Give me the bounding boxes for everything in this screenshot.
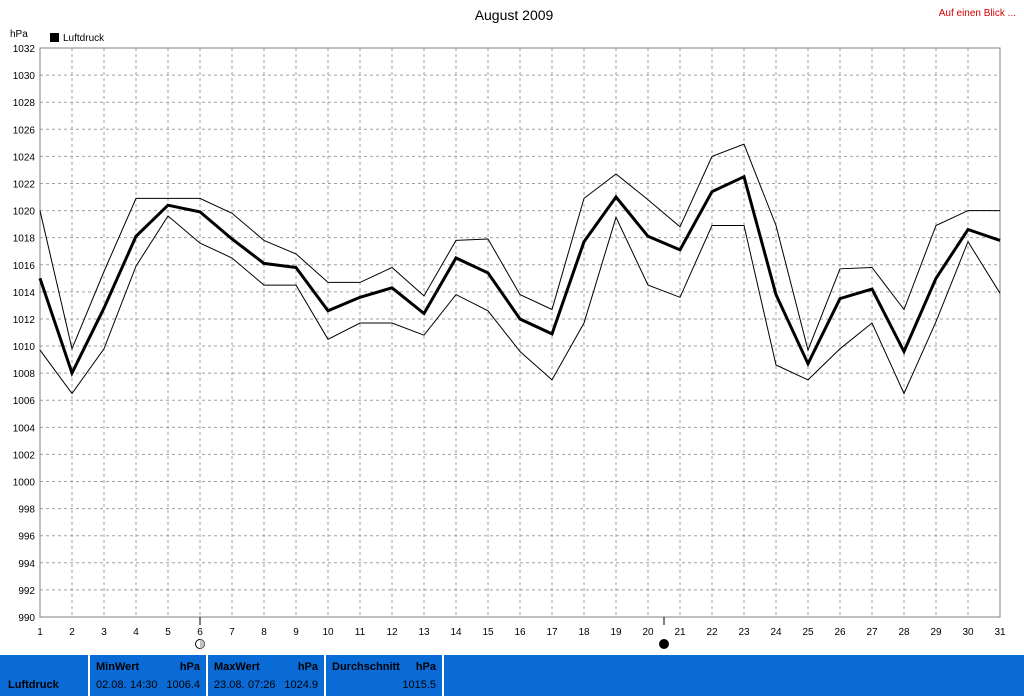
x-tick-label: 9 [293, 627, 299, 638]
x-tick-label: 11 [355, 627, 366, 638]
x-tick-label: 14 [450, 627, 462, 638]
y-axis: 990 992 994 996 998 1000 1002 1004 1006 1008 1010 1… [13, 44, 36, 624]
x-tick-label: 17 [546, 627, 558, 638]
x-tick-label: 8 [261, 627, 267, 638]
series-line-max [39, 143, 1000, 352]
moon-markers [195, 617, 669, 649]
max-box: MaxWert hPa 23.08. 07:26 1024.9 [206, 655, 324, 696]
y-tick-label: 1030 [13, 71, 36, 82]
x-tick-label: 21 [674, 627, 686, 638]
y-tick-label: 1002 [13, 450, 36, 461]
x-tick-label: 15 [482, 627, 494, 638]
y-tick-label: 998 [18, 505, 35, 516]
x-tick-label: 7 [229, 627, 235, 638]
y-tick-label: 1024 [13, 152, 36, 163]
x-tick-label: 30 [962, 627, 974, 638]
x-tick-label: 26 [834, 627, 846, 638]
y-tick-label: 1016 [13, 261, 36, 272]
y-tick-label: 1020 [13, 207, 36, 218]
y-tick-label: 1032 [13, 44, 36, 55]
y-tick-label: 996 [18, 532, 35, 543]
y-tick-label: 1004 [13, 423, 36, 434]
x-tick-label: 13 [418, 627, 430, 638]
x-tick-label: 19 [610, 627, 622, 638]
x-tick-label: 29 [930, 627, 942, 638]
x-tick-label: 10 [322, 627, 334, 638]
avg-header: Durchschnitt [332, 661, 400, 673]
moon-shade [200, 639, 205, 649]
min-unit: hPa [179, 661, 200, 673]
y-axis-unit: hPa [10, 29, 28, 40]
min-value: 1006.4 [166, 679, 200, 691]
x-tick-label: 16 [514, 627, 526, 638]
series-line-min [39, 215, 1001, 395]
footer-empty [442, 655, 1024, 696]
avg-box: Durchschnitt hPa 1015.5 [324, 655, 442, 696]
x-tick-label: 4 [133, 627, 139, 638]
min-time: 14:30 [130, 679, 158, 691]
x-tick-label: 5 [165, 627, 171, 638]
min-header: MinWert [96, 661, 140, 673]
x-tick-label: 25 [802, 627, 814, 638]
footer-label: Luftdruck [8, 679, 59, 691]
legend-label: Luftdruck [63, 33, 105, 44]
y-tick-label: 1022 [13, 179, 36, 190]
overview-link[interactable]: Auf einen Blick ... [939, 8, 1016, 19]
plot-frame [39, 47, 1001, 618]
x-tick-label: 31 [994, 627, 1006, 638]
series-lines [38, 143, 1001, 395]
max-value: 1024.9 [284, 679, 318, 691]
avg-unit: hPa [415, 661, 436, 673]
grid [39, 47, 1001, 618]
y-tick-label: 1018 [13, 234, 36, 245]
x-tick-label: 3 [101, 627, 107, 638]
max-date: 23.08. [214, 679, 245, 691]
max-time: 07:26 [248, 679, 276, 691]
avg-value: 1015.5 [402, 679, 436, 691]
x-tick-label: 22 [706, 627, 718, 638]
y-tick-label: 1006 [13, 396, 36, 407]
y-tick-label: 1012 [13, 315, 36, 326]
y-tick-label: 1000 [13, 478, 36, 489]
y-tick-label: 1014 [13, 288, 36, 299]
y-tick-label: 990 [18, 613, 35, 624]
min-date: 02.08. [96, 679, 127, 691]
min-box: MinWert hPa 02.08. 14:30 1006.4 [88, 655, 206, 696]
legend-swatch [50, 33, 59, 42]
x-tick-label: 23 [738, 627, 750, 638]
x-tick-label: 1 [37, 627, 43, 638]
footer-label-box: Luftdruck [0, 655, 88, 696]
pressure-chart: August 2009 Auf einen Blick ... hPa Luft… [10, 7, 1016, 649]
y-tick-label: 1026 [13, 125, 36, 136]
y-tick-label: 1010 [13, 342, 36, 353]
x-tick-label: 18 [578, 627, 590, 638]
max-unit: hPa [297, 661, 318, 673]
x-tick-label: 28 [898, 627, 910, 638]
x-tick-label: 20 [642, 627, 654, 638]
series-line-mean [38, 174, 1001, 378]
y-tick-label: 1028 [13, 98, 36, 109]
chart-title: August 2009 [475, 7, 554, 23]
y-tick-label: 994 [18, 559, 35, 570]
x-tick-label: 27 [866, 627, 878, 638]
y-tick-label: 1008 [13, 369, 36, 380]
x-axis: 1 2 3 4 5 6 7 8 9 10 11 12 13 14 15 16 17 18 19 20 21 22 23 24 2… [37, 627, 1006, 638]
y-tick-label: 992 [18, 586, 35, 597]
footer-bar: Luftdruck MinWert hPa 02.08. 14:30 1006.… [0, 655, 1024, 696]
max-header: MaxWert [214, 661, 260, 673]
x-tick-label: 24 [770, 627, 782, 638]
x-tick-label: 2 [69, 627, 75, 638]
x-tick-label: 6 [197, 627, 203, 638]
x-tick-label: 12 [386, 627, 398, 638]
full-moon-icon [659, 639, 669, 649]
